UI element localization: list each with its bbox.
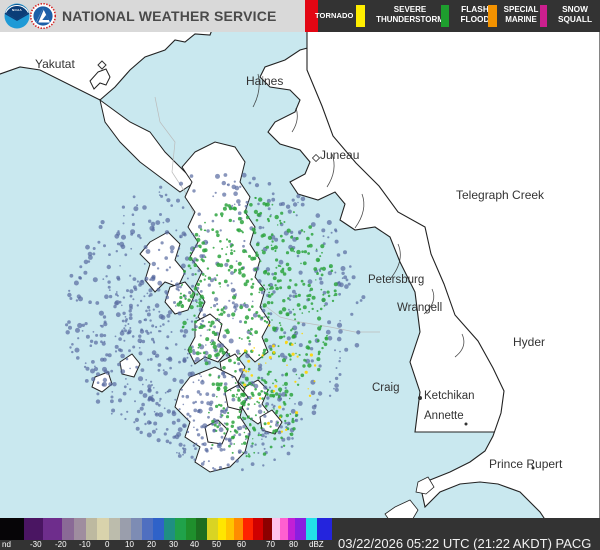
svg-text:NOAA: NOAA xyxy=(12,8,23,12)
